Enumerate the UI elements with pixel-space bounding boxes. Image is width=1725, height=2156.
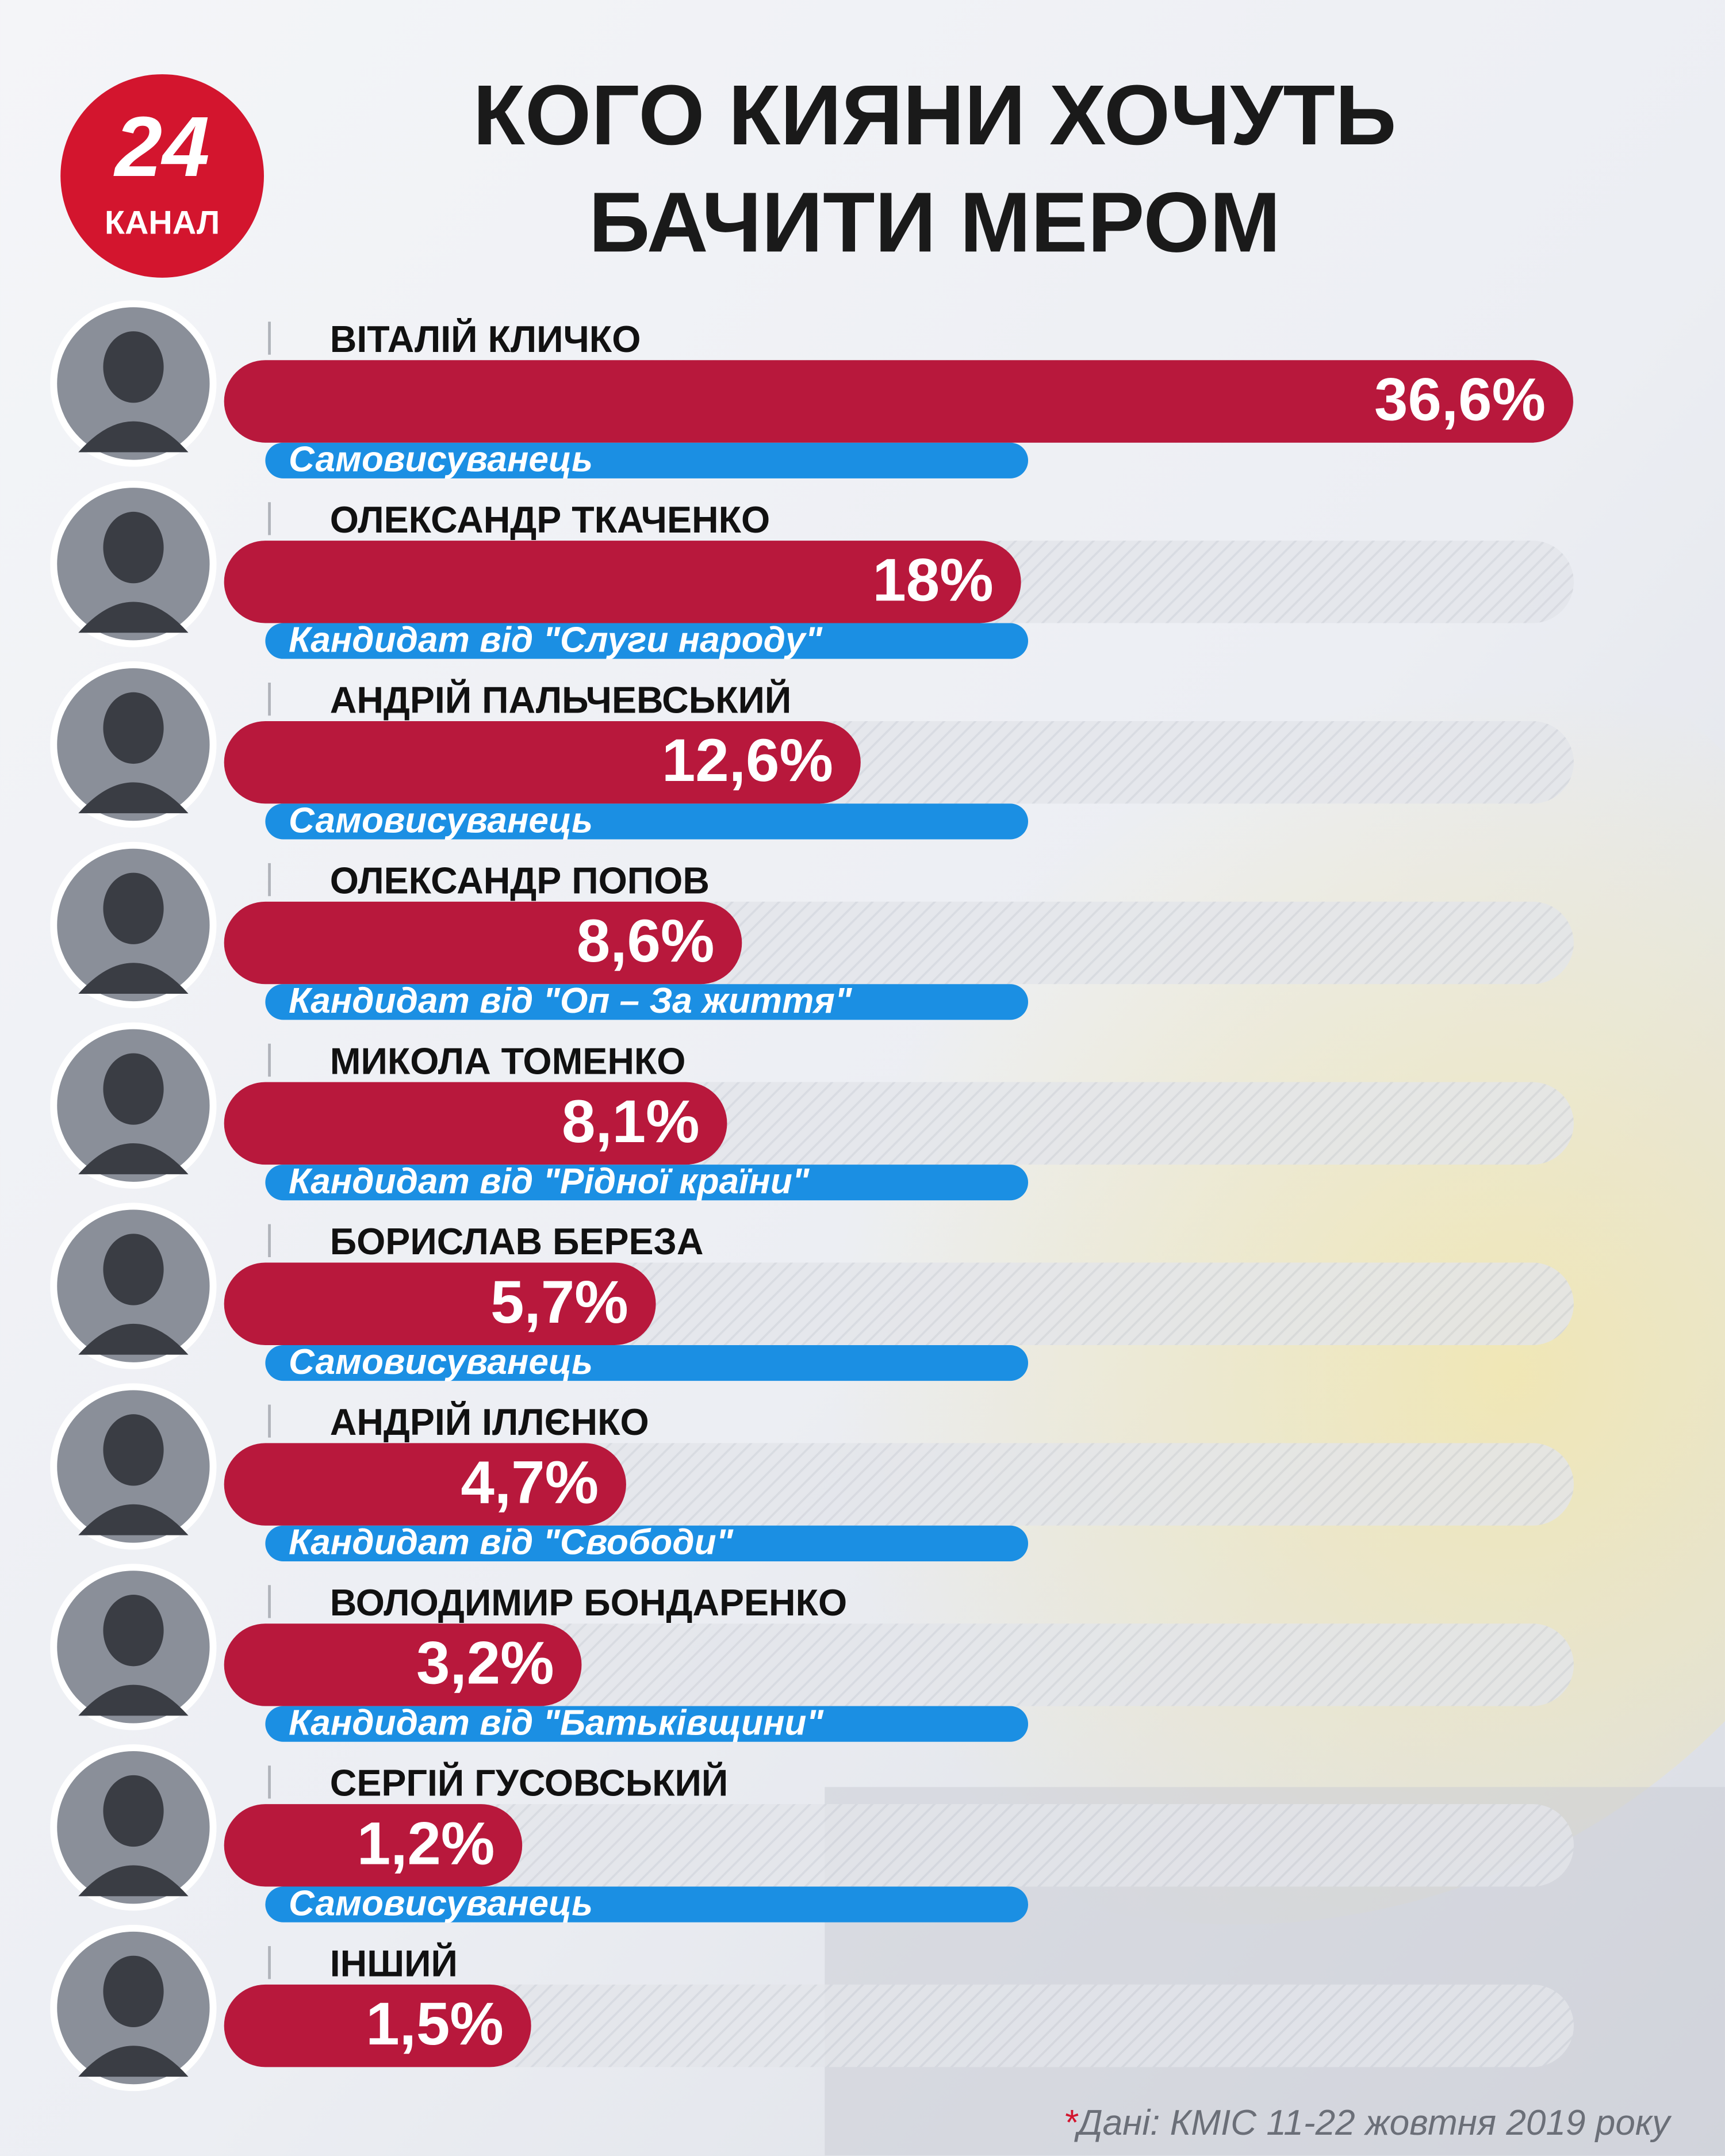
logo-number: 24 — [113, 99, 210, 194]
source-text: Дані: КМІС 11-22 жовтня 2019 року — [1074, 2103, 1672, 2143]
bar — [224, 360, 1573, 443]
avatar-silhouette — [78, 1234, 189, 1355]
value-label: 1,5% — [366, 1990, 504, 2058]
category-label: АНДРІЙ ІЛЛЄНКО — [330, 1401, 649, 1443]
category-label: ІНШИЙ — [330, 1943, 458, 1985]
avatar-silhouette — [78, 1775, 189, 1897]
subtitle-bar — [265, 442, 1029, 478]
bar — [224, 1262, 656, 1345]
bar — [224, 1804, 523, 1887]
subtitle-bar — [265, 1165, 1029, 1201]
subtitle: Кандидат від "Оп – За життя" — [289, 981, 853, 1021]
value-label: 4,7% — [461, 1449, 599, 1517]
bar — [224, 721, 861, 804]
subtitle-bar — [265, 803, 1029, 840]
value-label: 36,6% — [1374, 366, 1546, 434]
avatar-silhouette — [78, 1053, 189, 1174]
category-label: МИКОЛА ТОМЕНКО — [330, 1040, 686, 1082]
value-label: 3,2% — [416, 1629, 554, 1697]
avatar-silhouette — [78, 872, 189, 994]
category-label: ВОЛОДИМИР БОНДАРЕНКО — [330, 1582, 847, 1623]
subtitle-bar — [265, 623, 1029, 659]
logo: 24 КАНАЛ — [60, 74, 264, 278]
subtitle-bar — [265, 1886, 1029, 1923]
subtitle: Самовисуванець — [289, 1342, 593, 1382]
bar — [224, 1443, 626, 1526]
track — [265, 1984, 1574, 2067]
category-label: ОЛЕКСАНДР ПОПОВ — [330, 860, 710, 901]
flag-glow — [550, 550, 1725, 1925]
bar — [224, 901, 742, 985]
value-label: 12,6% — [662, 727, 833, 794]
subtitle-bar — [265, 1525, 1029, 1561]
logo-name: КАНАЛ — [105, 204, 220, 241]
category-label: БОРИСЛАВ БЕРЕЗА — [330, 1221, 704, 1262]
track — [265, 1804, 1574, 1887]
subtitle-bar — [265, 1345, 1029, 1381]
subtitle: Кандидат від "Слуги народу" — [289, 620, 823, 660]
bar — [224, 1623, 582, 1706]
category-label: СЕРГІЙ ГУСОВСЬКИЙ — [330, 1762, 729, 1804]
value-label: 8,1% — [562, 1088, 700, 1155]
subtitle-bar — [265, 984, 1029, 1020]
source: *Дані: КМІС 11-22 жовтня 2019 року — [1064, 2103, 1673, 2143]
value-label: 1,2% — [357, 1810, 495, 1877]
value-label: 18% — [872, 546, 993, 614]
logo-circle — [60, 74, 264, 278]
avatar-silhouette — [78, 1414, 189, 1535]
avatar-silhouette — [78, 1955, 189, 2077]
category-label: АНДРІЙ ПАЛЬЧЕВСЬКИЙ — [330, 679, 792, 721]
chart-title: КОГО КИЯНИ ХОЧУТЬ — [473, 68, 1397, 163]
subtitle-bar — [265, 1706, 1029, 1742]
avatar-silhouette — [78, 511, 189, 633]
avatar-silhouette — [78, 692, 189, 814]
subtitle: Самовисуванець — [289, 440, 593, 480]
avatar-silhouette — [78, 1595, 189, 1716]
bar — [224, 541, 1021, 623]
source-mark: * — [1064, 2103, 1079, 2143]
chart-title: БАЧИТИ МЕРОМ — [589, 175, 1281, 270]
category-label: ОЛЕКСАНДР ТКАЧЕНКО — [330, 499, 770, 541]
category-label: ВІТАЛІЙ КЛИЧКО — [330, 318, 641, 360]
bar — [224, 1984, 531, 2067]
value-label: 5,7% — [490, 1269, 628, 1336]
rows: Самовисуванець 36,6% ВІТАЛІЙ КЛИЧКО Кандида… — [50, 300, 1574, 2092]
subtitle: Кандидат від "Свободи" — [289, 1523, 734, 1563]
subtitle: Самовисуванець — [289, 801, 593, 840]
avatar-silhouette — [78, 331, 189, 453]
value-label: 8,6% — [577, 907, 715, 975]
subtitle: Кандидат від "Рідної країни" — [289, 1162, 810, 1201]
track — [265, 1623, 1574, 1706]
subtitle: Самовисуванець — [289, 1883, 593, 1923]
subtitle: Кандидат від "Батьківщини" — [289, 1703, 824, 1743]
bar — [224, 1082, 727, 1165]
